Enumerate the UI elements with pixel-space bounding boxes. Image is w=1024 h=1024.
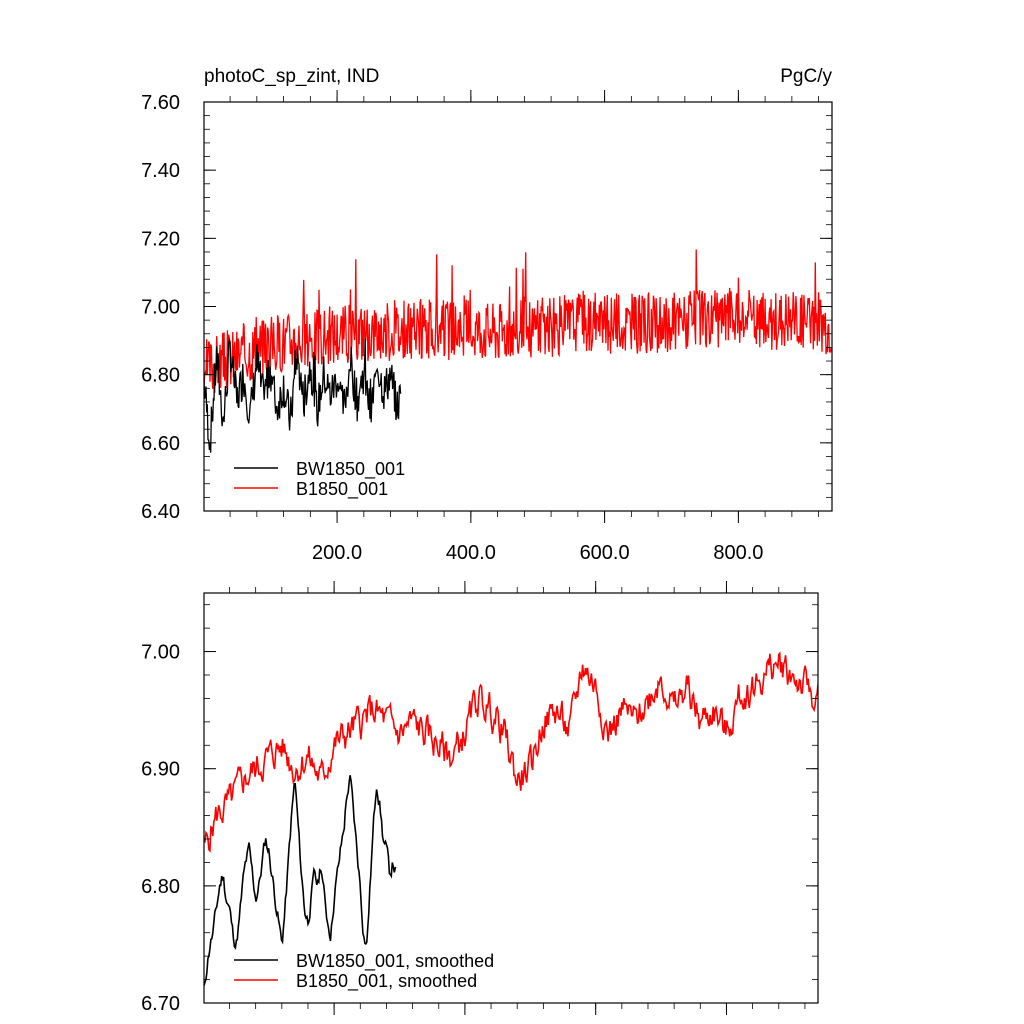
legend-label: BW1850_001 <box>296 459 405 480</box>
x-tick-label: 600.0 <box>580 542 630 564</box>
x-tick-label: 400.0 <box>446 542 496 564</box>
y-tick-label: 6.90 <box>141 759 180 781</box>
y-tick-label: 6.70 <box>141 993 180 1015</box>
series-line-top-1 <box>204 249 832 393</box>
y-tick-label: 7.60 <box>141 92 180 114</box>
x-tick-label: 800.0 <box>713 542 763 564</box>
x-tick-label: 200.0 <box>312 542 362 564</box>
top-title: photoC_sp_zint, IND <box>204 66 379 87</box>
series-line-top-0 <box>204 338 402 453</box>
legend-label: B1850_001 <box>296 479 388 500</box>
y-tick-label: 6.40 <box>141 501 180 523</box>
series-line-bottom-1 <box>204 651 818 853</box>
legend-label: B1850_001, smoothed <box>296 971 477 992</box>
y-tick-label: 7.00 <box>141 297 180 319</box>
top-panel: photoC_sp_zint, IND PgC/y 6.40 6.60 6.80 7.… <box>141 66 833 564</box>
plot-frame <box>203 592 819 1004</box>
y-tick-label: 6.60 <box>141 433 180 455</box>
series-line-bottom-0 <box>204 775 397 986</box>
y-tick-label: 6.80 <box>141 365 180 387</box>
y-tick-label: 7.20 <box>141 228 180 250</box>
top-units-label: PgC/y <box>780 66 832 87</box>
y-tick-label: 6.80 <box>141 876 180 898</box>
y-tick-label: 7.00 <box>141 642 180 664</box>
y-tick-label: 7.40 <box>141 160 180 182</box>
bottom-panel: 6.70 6.80 6.90 7.00 BW1850_001, smoothedB185… <box>141 581 819 1015</box>
legend-label: BW1850_001, smoothed <box>296 951 494 972</box>
